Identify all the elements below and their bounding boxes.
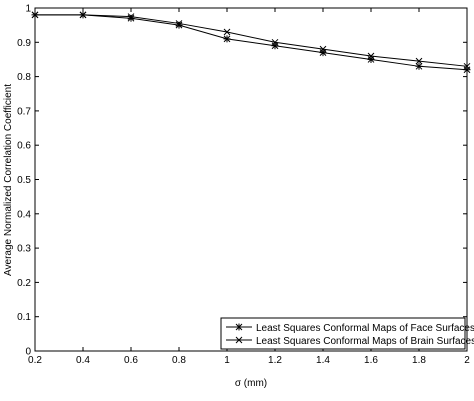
data-point-1-0 [31,11,39,19]
y-tick-label: 0.3 [17,244,31,255]
x-tick-label: 0.8 [172,355,186,366]
legend-marker-glyph-1 [235,336,243,344]
data-point-1-6 [319,45,327,53]
data-point-1-4 [223,28,231,36]
x-tick-label: 1.4 [316,355,330,366]
y-tick-label: 0.1 [17,312,31,323]
data-point-1-7 [367,52,375,60]
plot-area [34,7,468,352]
legend-marker-face [235,323,243,331]
x-tick-label: 1.8 [412,355,426,366]
data-point-0-6 [319,49,327,57]
data-point-1-2 [127,13,135,20]
series-line-0 [35,14,468,71]
y-tick-label: 0.7 [17,106,31,117]
legend-label-face: Least Squares Conformal Maps of Face Sur… [256,323,474,334]
legend: Least Squares Conformal Maps of Face Sur… [220,317,474,350]
series-line-1 [35,14,468,67]
y-tick-label: 0.9 [17,38,31,49]
data-series [31,11,471,74]
legend-marker-brain [235,336,243,344]
data-point-1-8 [415,57,423,65]
data-point-0-2 [127,14,135,22]
data-point-1-1 [79,11,87,19]
x-axis-label: σ (mm) [235,378,267,389]
y-tick-label: 0.5 [17,175,31,186]
y-tick-label: 0.2 [17,278,31,289]
data-point-1-9 [463,62,471,70]
data-point-0-4 [223,35,231,43]
x-tick-label: 0.6 [124,355,138,366]
y-tick-label: 0.6 [17,141,31,152]
data-point-0-5 [271,42,279,50]
legend-label-brain: Least Squares Conformal Maps of Brain Su… [256,336,474,347]
y-tick-label: 0 [25,347,31,358]
axis-ticks: 0.2 0.4 0.6 0.8 1 1.2 1.4 1.6 1.8 2 0 0.1 0.2 0.3 0.4 0… [17,4,470,367]
data-point-1-5 [271,38,279,46]
data-point-0-7 [367,55,375,63]
data-point-0-8 [415,62,423,70]
data-point-0-9 [463,66,471,74]
x-tick-label: 1.6 [364,355,378,366]
x-tick-label: 1.2 [268,355,282,366]
data-point-1-3 [175,20,183,27]
x-tick-label: 2 [464,355,470,366]
y-axis-label: Average Normalized Correlation Coefficie… [3,84,14,276]
x-tick-label: 0.2 [28,355,42,366]
legend-marker-glyph-0 [235,323,243,331]
y-tick-label: 0.4 [17,209,31,220]
y-tick-label: 0.8 [17,72,31,83]
y-tick-label: 1 [25,4,31,15]
x-tick-label: 1 [224,355,230,366]
x-tick-label: 0.4 [76,355,90,366]
legend-box [220,317,466,350]
